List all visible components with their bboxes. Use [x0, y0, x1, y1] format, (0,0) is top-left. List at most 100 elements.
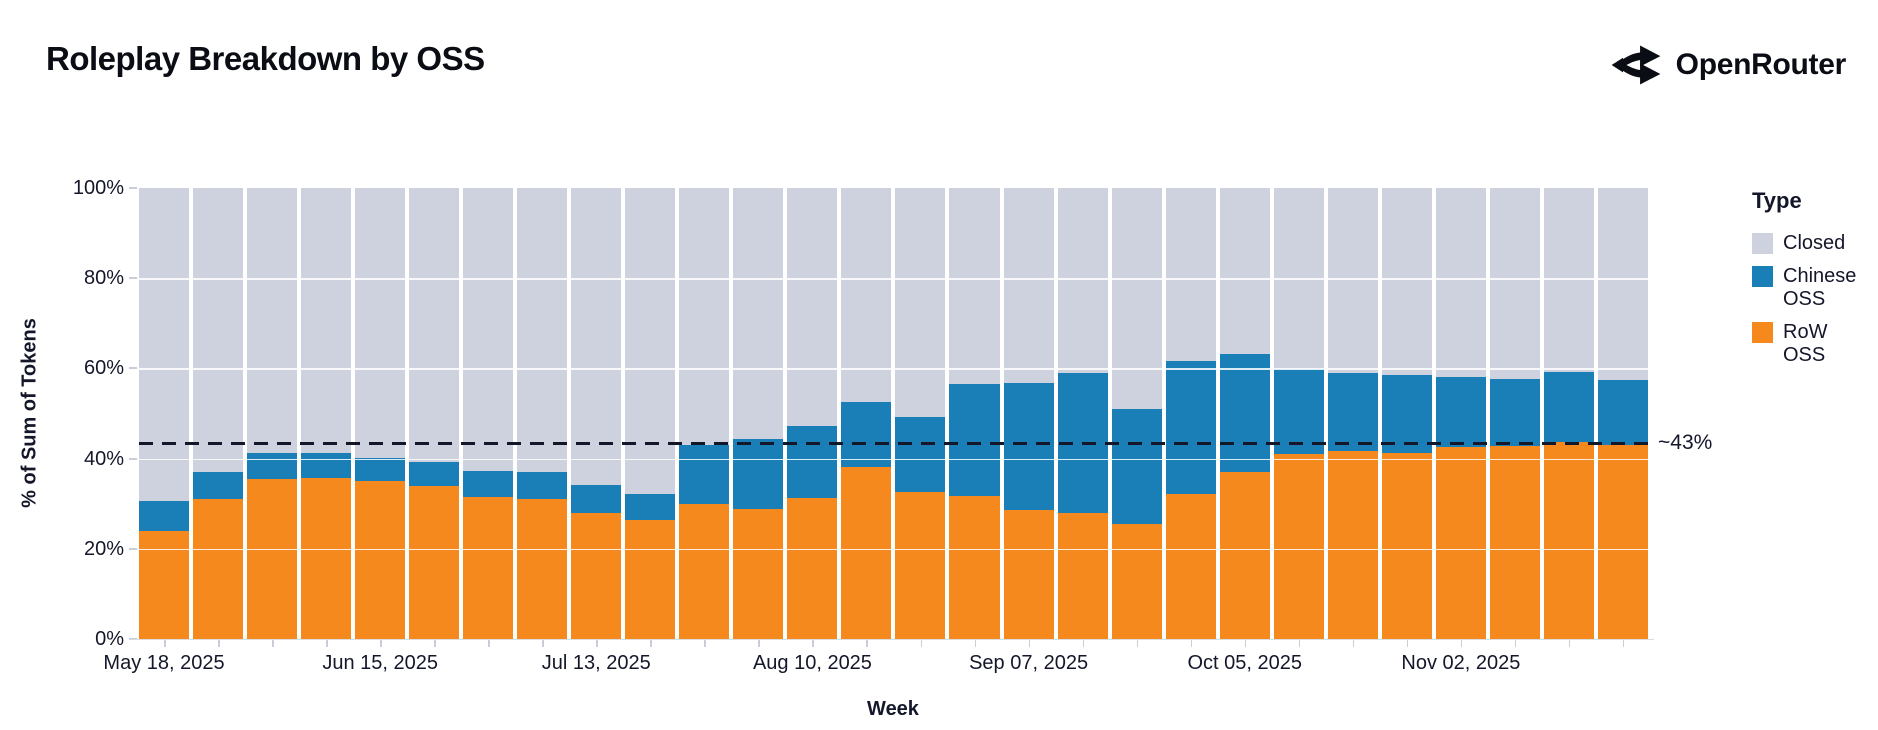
- bar-segment-chinese-oss[interactable]: [787, 425, 838, 498]
- bar-segment-row-oss[interactable]: [895, 491, 946, 639]
- bar-segment-row-oss[interactable]: [409, 485, 460, 639]
- bar-segment-chinese-oss[interactable]: [949, 384, 1000, 496]
- stacked-bar[interactable]: [679, 188, 730, 639]
- bar-segment-chinese-oss[interactable]: [1489, 379, 1540, 446]
- stacked-bar[interactable]: [895, 188, 946, 639]
- bar-segment-chinese-oss[interactable]: [1165, 360, 1216, 494]
- bar-segment-row-oss[interactable]: [193, 499, 244, 639]
- bar-segment-closed[interactable]: [1003, 188, 1054, 383]
- bar-segment-row-oss[interactable]: [1327, 450, 1378, 639]
- bar-segment-row-oss[interactable]: [733, 509, 784, 639]
- stacked-bar[interactable]: [247, 188, 298, 639]
- bar-segment-chinese-oss[interactable]: [139, 501, 190, 531]
- bar-segment-closed[interactable]: [409, 188, 460, 463]
- bar-segment-row-oss[interactable]: [679, 504, 730, 639]
- bar-segment-row-oss[interactable]: [1219, 472, 1270, 639]
- bar-segment-chinese-oss[interactable]: [1597, 379, 1648, 445]
- bar-segment-row-oss[interactable]: [1489, 445, 1540, 639]
- stacked-bar[interactable]: [517, 188, 568, 639]
- bar-segment-row-oss[interactable]: [1057, 513, 1108, 639]
- bar-segment-chinese-oss[interactable]: [625, 493, 676, 520]
- bar-segment-closed[interactable]: [355, 188, 406, 458]
- bar-segment-row-oss[interactable]: [139, 530, 190, 639]
- stacked-bar[interactable]: [1057, 188, 1108, 639]
- bar-segment-closed[interactable]: [193, 188, 244, 473]
- bar-segment-chinese-oss[interactable]: [409, 462, 460, 486]
- bar-segment-chinese-oss[interactable]: [517, 472, 568, 500]
- bar-segment-closed[interactable]: [1435, 188, 1486, 377]
- bar-segment-chinese-oss[interactable]: [1111, 409, 1162, 525]
- bar-segment-chinese-oss[interactable]: [571, 485, 622, 514]
- stacked-bar[interactable]: [1327, 188, 1378, 639]
- bar-segment-closed[interactable]: [949, 188, 1000, 385]
- bar-segment-chinese-oss[interactable]: [463, 470, 514, 498]
- stacked-bar[interactable]: [1273, 188, 1324, 639]
- bar-segment-closed[interactable]: [1273, 188, 1324, 370]
- stacked-bar[interactable]: [1489, 188, 1540, 639]
- bar-segment-closed[interactable]: [1111, 188, 1162, 410]
- bar-segment-chinese-oss[interactable]: [247, 453, 298, 479]
- bar-segment-chinese-oss[interactable]: [1057, 373, 1108, 514]
- bar-segment-closed[interactable]: [733, 188, 784, 440]
- stacked-bar[interactable]: [733, 188, 784, 639]
- stacked-bar[interactable]: [139, 188, 190, 639]
- bar-segment-row-oss[interactable]: [625, 519, 676, 639]
- bar-segment-chinese-oss[interactable]: [1273, 369, 1324, 455]
- stacked-bar[interactable]: [841, 188, 892, 639]
- bar-segment-row-oss[interactable]: [949, 495, 1000, 639]
- stacked-bar[interactable]: [1003, 188, 1054, 639]
- legend-item-chinese-oss[interactable]: Chinese OSS: [1752, 265, 1874, 311]
- bar-segment-closed[interactable]: [1381, 188, 1432, 376]
- bar-segment-closed[interactable]: [301, 188, 352, 453]
- bar-segment-closed[interactable]: [895, 188, 946, 417]
- bar-segment-closed[interactable]: [1057, 188, 1108, 374]
- bar-segment-row-oss[interactable]: [841, 467, 892, 639]
- stacked-bar[interactable]: [1165, 188, 1216, 639]
- bar-segment-row-oss[interactable]: [247, 478, 298, 639]
- bar-segment-chinese-oss[interactable]: [1543, 372, 1594, 443]
- bar-segment-chinese-oss[interactable]: [1381, 375, 1432, 454]
- bar-segment-chinese-oss[interactable]: [679, 445, 730, 505]
- bar-segment-row-oss[interactable]: [301, 477, 352, 639]
- stacked-bar[interactable]: [1543, 188, 1594, 639]
- bar-segment-row-oss[interactable]: [787, 497, 838, 639]
- bar-segment-row-oss[interactable]: [355, 481, 406, 639]
- stacked-bar[interactable]: [193, 188, 244, 639]
- bar-segment-closed[interactable]: [1489, 188, 1540, 380]
- bar-segment-closed[interactable]: [841, 188, 892, 403]
- stacked-bar[interactable]: [409, 188, 460, 639]
- bar-segment-row-oss[interactable]: [517, 499, 568, 639]
- bar-segment-closed[interactable]: [139, 188, 190, 502]
- bar-segment-chinese-oss[interactable]: [193, 472, 244, 500]
- bar-segment-row-oss[interactable]: [1003, 510, 1054, 639]
- bar-segment-chinese-oss[interactable]: [733, 439, 784, 510]
- bar-segment-chinese-oss[interactable]: [1003, 382, 1054, 510]
- bar-segment-closed[interactable]: [625, 188, 676, 494]
- stacked-bar[interactable]: [1381, 188, 1432, 639]
- bar-segment-chinese-oss[interactable]: [1327, 373, 1378, 451]
- bar-segment-row-oss[interactable]: [463, 497, 514, 639]
- bar-segment-closed[interactable]: [679, 188, 730, 446]
- legend-item-closed[interactable]: Closed: [1752, 232, 1874, 255]
- bar-segment-row-oss[interactable]: [1273, 454, 1324, 639]
- bar-segment-closed[interactable]: [247, 188, 298, 454]
- bar-segment-chinese-oss[interactable]: [355, 457, 406, 482]
- bar-segment-closed[interactable]: [517, 188, 568, 473]
- bar-segment-closed[interactable]: [1543, 188, 1594, 372]
- stacked-bar[interactable]: [625, 188, 676, 639]
- bar-segment-closed[interactable]: [787, 188, 838, 426]
- bar-segment-chinese-oss[interactable]: [895, 416, 946, 492]
- bar-segment-row-oss[interactable]: [571, 513, 622, 639]
- bar-segment-closed[interactable]: [1219, 188, 1270, 355]
- bar-segment-row-oss[interactable]: [1435, 446, 1486, 639]
- stacked-bar[interactable]: [355, 188, 406, 639]
- bar-segment-row-oss[interactable]: [1543, 442, 1594, 639]
- stacked-bar[interactable]: [1219, 188, 1270, 639]
- bar-segment-closed[interactable]: [571, 188, 622, 486]
- stacked-bar[interactable]: [571, 188, 622, 639]
- bar-segment-row-oss[interactable]: [1381, 453, 1432, 639]
- bar-segment-row-oss[interactable]: [1111, 524, 1162, 639]
- bar-segment-closed[interactable]: [1597, 188, 1648, 380]
- bar-segment-chinese-oss[interactable]: [301, 452, 352, 478]
- legend-item-row-oss[interactable]: RoW OSS: [1752, 321, 1874, 367]
